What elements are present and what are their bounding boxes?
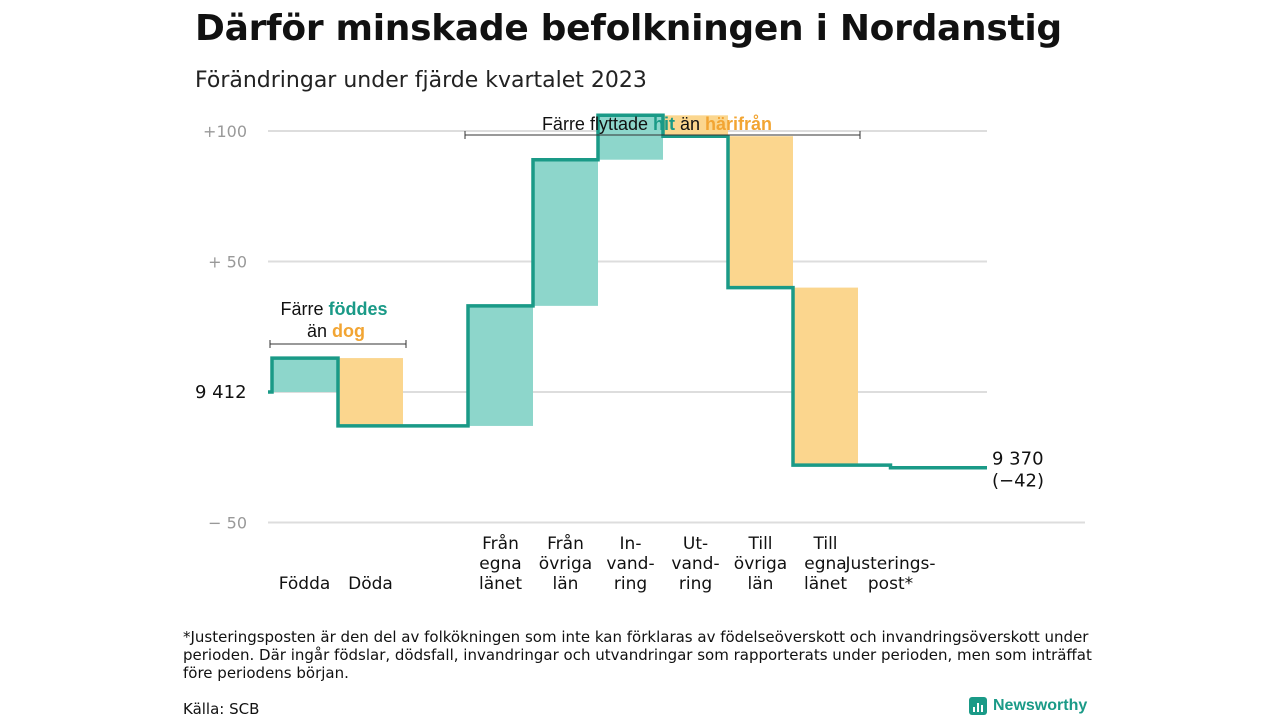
logo-text: Newsworthy [993, 697, 1088, 714]
annotation-births-line2: än dog [307, 321, 365, 341]
cumulative-step-line [268, 113, 987, 470]
waterfall-bar [468, 305, 533, 426]
category-label: egna [479, 554, 521, 574]
waterfall-bar [728, 136, 793, 288]
category-label: Ut- [683, 534, 708, 554]
annotation-migration: Färre flyttade hit än härifrån [542, 114, 772, 134]
footnote: *Justeringsposten är den del av folkökni… [183, 628, 1092, 682]
category-label: ring [679, 574, 712, 594]
category-label: län [748, 574, 774, 594]
waterfall-bar [793, 287, 858, 466]
category-label: In- [620, 534, 642, 554]
category-label: Från [547, 533, 584, 554]
category-label: Justerings- [844, 554, 935, 574]
y-tick-label: − 50 [208, 514, 247, 533]
category-label: Från [482, 533, 519, 554]
y-tick-label: +100 [203, 122, 247, 141]
category-label: Födda [279, 574, 331, 594]
end-value-label: 9 370 [992, 449, 1044, 470]
category-label: vand- [671, 554, 719, 574]
waterfall-bar [272, 358, 337, 392]
waterfall-bar [663, 115, 728, 137]
chart-title: Därför minskade befolkningen i Nordansti… [195, 8, 1062, 49]
category-label: övriga [734, 554, 787, 574]
bar-chart-icon [969, 697, 987, 715]
newsworthy-logo: Newsworthy [969, 697, 1087, 715]
category-label: Till [747, 534, 772, 554]
category-label: övriga [539, 554, 592, 574]
waterfall-bar [533, 159, 598, 306]
category-label: ring [614, 574, 647, 594]
category-label: Till [812, 534, 837, 554]
category-label: vand- [606, 554, 654, 574]
category-label: post* [868, 574, 913, 594]
waterfall-bar [598, 115, 663, 160]
category-label: länet [804, 574, 847, 594]
source-note: Källa: SCB [183, 700, 260, 718]
y-tick-label: + 50 [208, 253, 247, 272]
waterfall-bar [338, 358, 403, 426]
category-label: Döda [348, 574, 393, 594]
annotation-births-line1: Färre föddes [280, 299, 387, 319]
end-change-label: (−42) [992, 471, 1044, 492]
category-label: länet [479, 574, 522, 594]
category-label: län [553, 574, 579, 594]
chart-subtitle: Förändringar under fjärde kvartalet 2023 [195, 68, 647, 93]
category-label: egna [804, 554, 846, 574]
start-value-label: 9 412 [195, 382, 247, 403]
